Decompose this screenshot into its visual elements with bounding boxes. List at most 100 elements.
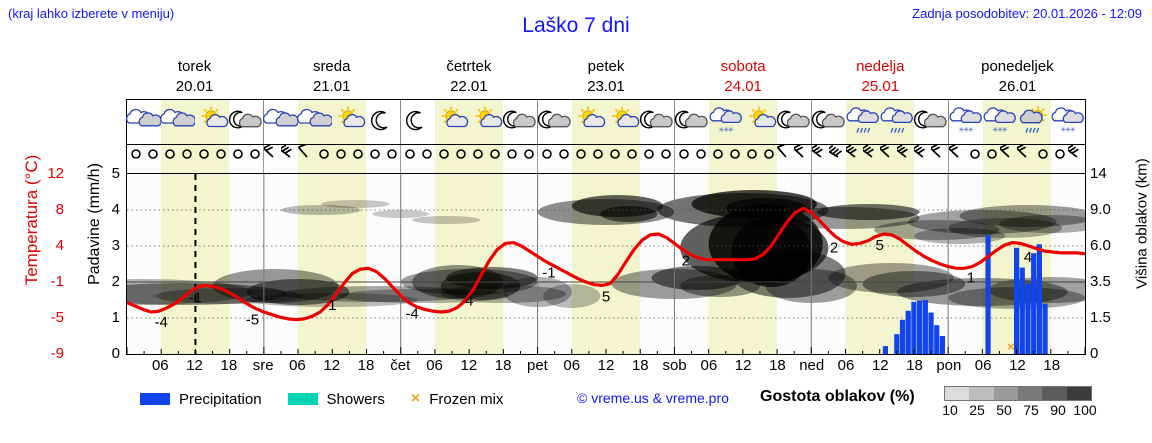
svg-text:✳: ✳ <box>992 126 998 134</box>
copyright-link[interactable]: © vreme.us & vreme.pro <box>577 390 729 406</box>
temperature-curve <box>127 206 1085 322</box>
wind-calm-icon <box>332 145 349 173</box>
x-label-10: 18 <box>494 357 512 374</box>
wind-barb-icon <box>913 145 931 173</box>
cloudy-icon <box>296 100 334 144</box>
day-name: torek <box>177 58 212 75</box>
day-header-6: ponedeljek 26.01 <box>949 56 1086 98</box>
precip-bar-15 <box>1036 244 1042 354</box>
wind-day-5 <box>811 145 949 173</box>
precip-bar-10 <box>985 235 991 354</box>
weather-icon-band: ✳ ✳ ✳ ✳ ✳ ✳ ✳ ✳ ✳ ✳ ✳ ✳ <box>125 99 1086 145</box>
svg-text:✳: ✳ <box>1070 126 1076 134</box>
cloud-density-swatch-2 <box>993 387 1018 400</box>
x-label-26: 18 <box>1043 357 1061 374</box>
x-label-6: 18 <box>357 357 375 374</box>
svg-text:✳: ✳ <box>958 126 964 134</box>
day-name: četrtek <box>446 58 492 75</box>
precipitation-tick-5: 0 <box>111 345 120 362</box>
svg-text:✳: ✳ <box>718 126 724 134</box>
temperature-label-11: 5 <box>876 237 884 254</box>
wind-calm-icon <box>349 145 366 173</box>
sun-cloud-icon <box>195 100 229 144</box>
x-label-18: 18 <box>769 357 786 374</box>
x-label-9: 12 <box>460 357 478 374</box>
wind-calm-icon <box>520 145 537 173</box>
temperature-label-2: -5 <box>246 312 259 329</box>
precip-bar-5 <box>917 300 923 354</box>
wind-calm-icon <box>315 145 332 173</box>
svg-text:✳: ✳ <box>1002 126 1008 134</box>
temperature-label-6: -1 <box>542 264 555 281</box>
svg-text:✳: ✳ <box>1060 126 1066 134</box>
cloud-density-scale <box>944 386 1092 401</box>
rain-sun-cloud-icon <box>1017 100 1051 144</box>
cloud-density-swatch-4 <box>1042 387 1067 400</box>
svg-text:✳: ✳ <box>997 126 1003 134</box>
wind-calm-icon <box>503 145 520 173</box>
temperature-tick-5: -9 <box>50 345 64 362</box>
wind-calm-icon <box>383 145 400 173</box>
snow-cloud-icon: ✳ ✳ ✳ <box>1051 100 1085 144</box>
showers-swatch <box>287 393 318 405</box>
x-label-7: čet <box>390 357 411 374</box>
wind-calm-icon <box>623 145 640 173</box>
wind-calm-icon <box>486 145 503 173</box>
wind-calm-icon <box>161 145 178 173</box>
wind-calm-icon <box>743 145 760 173</box>
wind-day-3 <box>538 145 675 173</box>
temperature-tick-2: 4 <box>55 237 64 254</box>
wind-barb-icon <box>948 145 966 173</box>
wind-calm-icon <box>589 145 606 173</box>
wind-calm-icon <box>229 145 246 173</box>
cloudy-icon <box>125 100 163 144</box>
snow-cloud-icon: ✳ ✳ ✳ <box>983 100 1017 144</box>
sun-cloud-icon <box>332 100 366 144</box>
precip-bar-7 <box>928 312 934 354</box>
wind-calm-icon <box>401 145 418 173</box>
moon-cloud-icon <box>502 100 537 144</box>
x-label-12: 06 <box>563 357 581 374</box>
precip-bar-4 <box>911 301 917 354</box>
cloud-density-level-5: 100 <box>1073 402 1097 418</box>
wind-day-1 <box>263 145 401 173</box>
moon-cloud-icon <box>913 100 948 144</box>
day-name: nedelja <box>856 58 905 75</box>
wind-barb-icon <box>776 145 794 173</box>
wind-calm-icon <box>144 145 161 173</box>
wind-calm-icon <box>606 145 623 173</box>
sun-cloud-icon <box>743 100 777 144</box>
day-date: 23.01 <box>587 78 625 95</box>
cloud-density-level-3: 75 <box>1023 402 1039 418</box>
snow-cloud-icon: ✳ ✳ ✳ <box>949 100 983 144</box>
cloudy-icon <box>159 100 197 144</box>
wind-calm-icon <box>418 145 435 173</box>
temperature-label-8: 2 <box>682 252 690 269</box>
wind-calm-icon <box>246 145 263 173</box>
x-label-5: 12 <box>323 357 341 374</box>
cloud-density-level-1: 25 <box>969 402 985 418</box>
day-header-3: petek 23.01 <box>537 56 674 98</box>
x-label-15: sob <box>662 357 687 374</box>
svg-text:✳: ✳ <box>728 126 734 134</box>
wind-barb-icon <box>862 145 880 173</box>
x-axis-labels: 06 12 18 sre 06 12 18 čet 06 12 18 pet 06 12 18 sob 06 12… <box>126 357 1086 379</box>
wind-calm-icon <box>692 145 709 173</box>
temperature-label-10: 2 <box>830 240 838 257</box>
wind-barb-band <box>126 145 1086 173</box>
temperature-label-12: 1 <box>967 270 975 287</box>
temperature-tick-3: -1 <box>50 273 64 290</box>
precipitation-tick-4: 1 <box>111 309 120 326</box>
precipitation-tick-3: 2 <box>111 273 120 290</box>
precip-bar-1 <box>894 334 900 354</box>
temperature-tick-4: -5 <box>50 309 64 326</box>
legend-label-frozen-mix: Frozen mix <box>429 390 504 408</box>
x-label-24: 06 <box>974 357 992 374</box>
svg-text:✳: ✳ <box>963 126 969 134</box>
svg-text:✳: ✳ <box>968 126 974 134</box>
cloud-density-swatch-0 <box>945 387 970 400</box>
cloud-height-tick-2: 6.0 <box>1090 237 1111 254</box>
precipitation-tick-1: 4 <box>111 201 120 218</box>
cloud-height-tick-0: 14 <box>1090 165 1107 182</box>
moon-cloud-icon <box>811 100 846 144</box>
